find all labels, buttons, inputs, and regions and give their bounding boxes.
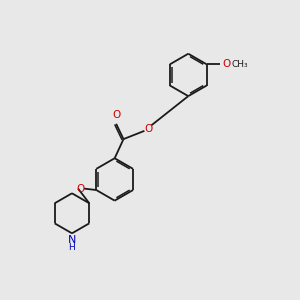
Text: O: O [77,184,85,194]
Text: H: H [69,243,75,252]
Text: O: O [144,124,153,134]
Text: O: O [222,59,230,69]
Text: O: O [112,110,120,120]
Text: CH₃: CH₃ [231,60,248,69]
Text: N: N [68,235,76,244]
